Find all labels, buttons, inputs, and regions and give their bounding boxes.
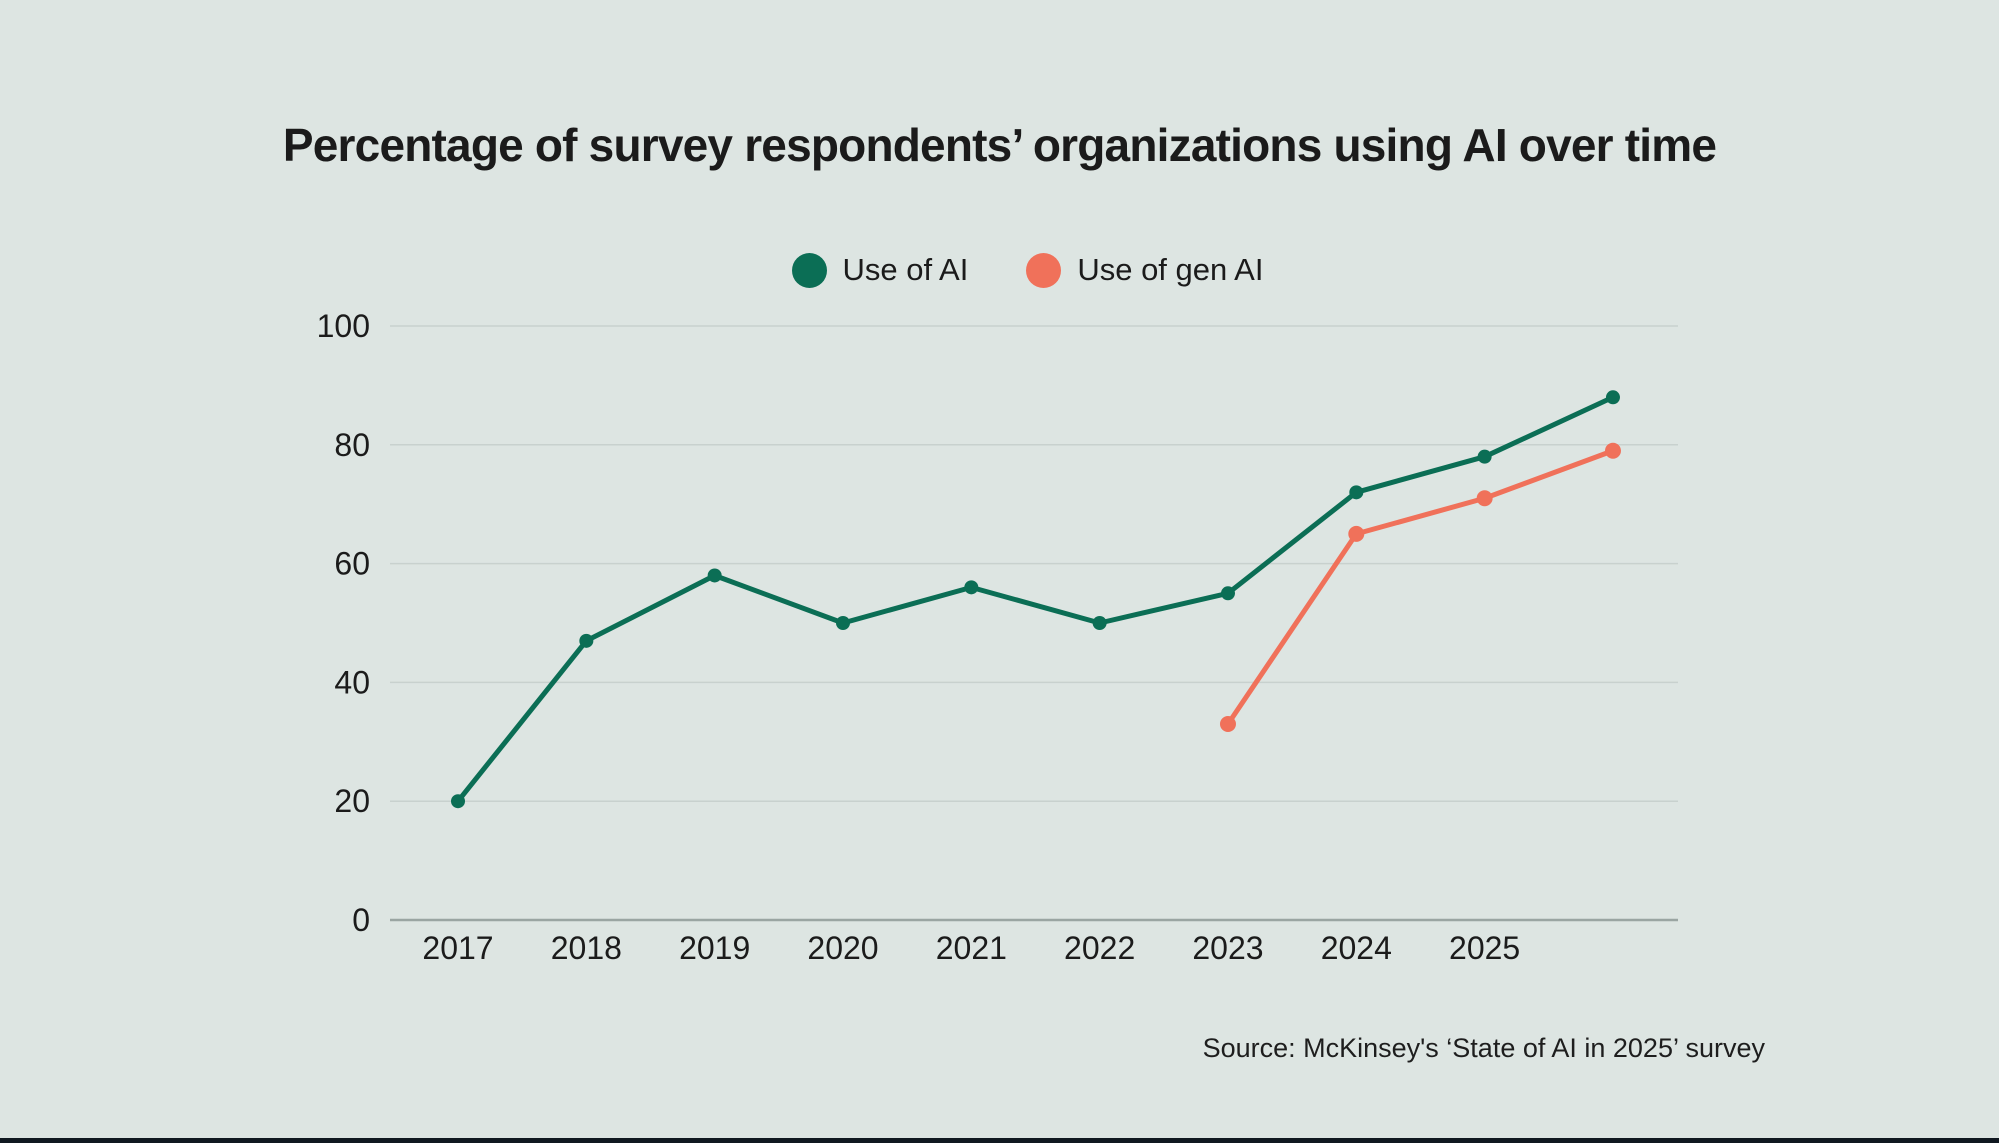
data-point-use-of-ai — [1220, 586, 1235, 601]
data-point-use-of-ai — [451, 794, 465, 809]
data-point-use-of-ai — [964, 580, 979, 595]
x-tick-label: 2025 — [1449, 930, 1520, 966]
x-tick-label: 2017 — [422, 930, 493, 966]
legend-label-use-of-gen-ai: Use of gen AI — [1077, 252, 1264, 287]
data-point-use-of-gen-ai — [1476, 490, 1493, 507]
x-tick-label: 2021 — [936, 930, 1007, 966]
data-point-use-of-gen-ai — [1219, 715, 1236, 732]
data-point-use-of-ai — [1092, 616, 1107, 630]
legend-swatch-use-of-gen-ai-icon — [1026, 252, 1062, 288]
data-point-use-of-ai — [1477, 449, 1492, 464]
data-point-use-of-gen-ai — [1348, 525, 1365, 542]
series-line-use-of-ai — [455, 394, 1616, 804]
data-point-use-of-ai — [707, 568, 722, 583]
x-tick-label: 2024 — [1321, 930, 1392, 966]
chart-title: Percentage of survey respondents’ organi… — [282, 119, 1717, 171]
data-point-use-of-ai — [1349, 485, 1364, 500]
footer-bar — [0, 1138, 1999, 1143]
data-point-use-of-ai — [835, 616, 850, 630]
data-point-use-of-ai — [579, 633, 594, 648]
x-tick-label: 2018 — [551, 930, 622, 966]
legend-swatch-use-of-ai-icon — [791, 252, 827, 288]
y-tick-label: 20 — [334, 783, 370, 819]
x-tick-label: 2020 — [807, 930, 878, 966]
legend-label-use-of-ai: Use of AI — [842, 252, 969, 287]
y-tick-label: 80 — [334, 427, 370, 463]
data-point-use-of-ai — [1605, 390, 1620, 405]
y-tick-label: 100 — [317, 308, 370, 344]
x-tick-label: 2019 — [679, 930, 750, 966]
legend-item-use-of-ai: Use of AI — [791, 252, 969, 288]
series-line-use-of-gen-ai — [1225, 448, 1616, 727]
y-tick-label: 40 — [334, 664, 370, 700]
x-tick-label: 2023 — [1192, 930, 1263, 966]
y-tick-label: 0 — [352, 902, 370, 938]
legend: Use of AI Use of gen AI — [28, 252, 1999, 288]
source-note: Source: McKinsey's ‘State of AI in 2025’… — [1202, 1033, 1765, 1063]
legend-item-use-of-gen-ai: Use of gen AI — [1026, 252, 1263, 288]
x-tick-label: 2022 — [1064, 930, 1135, 966]
y-tick-label: 60 — [334, 546, 370, 582]
data-point-use-of-gen-ai — [1604, 442, 1621, 459]
